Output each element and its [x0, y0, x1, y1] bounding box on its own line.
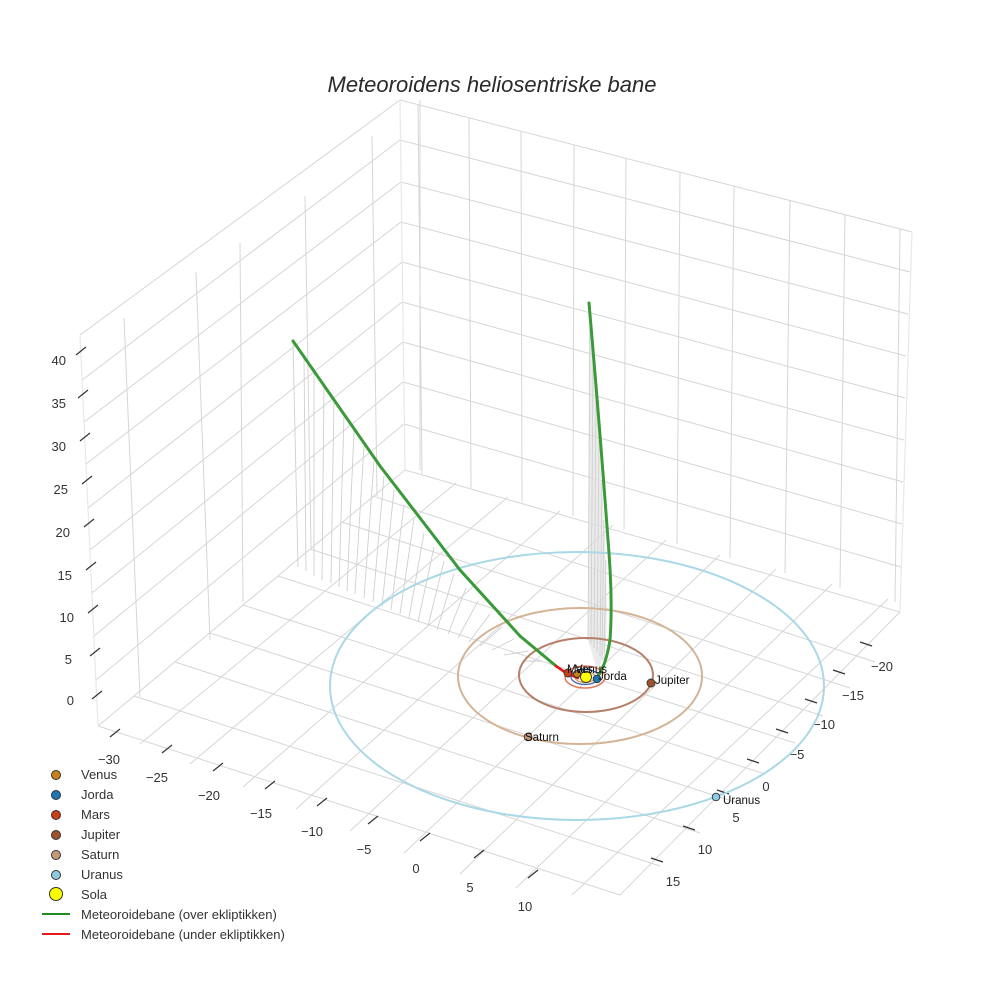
- drop-lines-inbound: [292, 341, 542, 662]
- legend-item-trajectory-under[interactable]: Meteoroidebane (under ekliptikken): [40, 924, 285, 944]
- svg-text:35: 35: [52, 396, 66, 411]
- uranus-marker: [711, 792, 721, 802]
- svg-text:5: 5: [65, 652, 72, 667]
- legend-item-uranus[interactable]: Uranus: [40, 864, 285, 884]
- legend-item-jorda[interactable]: Jorda: [40, 784, 285, 804]
- legend-item-mars[interactable]: Mars: [40, 804, 285, 824]
- legend: Venus Jorda Mars Jupiter Saturn Uranus S…: [40, 764, 285, 944]
- svg-text:10: 10: [518, 899, 532, 914]
- svg-text:−20: −20: [871, 659, 893, 674]
- jupiter-marker: [646, 678, 656, 688]
- svg-text:5: 5: [466, 880, 473, 895]
- legend-item-trajectory-over[interactable]: Meteoroidebane (over ekliptikken): [40, 904, 285, 924]
- svg-text:Jorda: Jorda: [598, 671, 627, 683]
- planet-labels: Mars Venus Jorda Jupiter Saturn Uranus: [525, 664, 760, 807]
- legend-item-sola[interactable]: Sola: [40, 884, 285, 904]
- venus-marker-icon: [40, 764, 80, 784]
- jupiter-orbit: [518, 637, 654, 713]
- mars-orbit: [564, 665, 606, 689]
- jupiter-marker-icon: [40, 824, 80, 844]
- svg-text:15: 15: [58, 568, 72, 583]
- svg-text:15: 15: [666, 874, 680, 889]
- meteoroid-trajectory: [291, 301, 613, 680]
- box-edges: [79, 99, 913, 727]
- svg-text:5: 5: [732, 810, 739, 825]
- svg-text:−25: −25: [146, 770, 168, 785]
- uranus-marker-icon: [40, 864, 80, 884]
- svg-text:−20: −20: [198, 788, 220, 803]
- x-axis-ticks: [109, 728, 539, 879]
- x-axis-tick-labels: −30 −25 −20 −15 −10 −5 0 5 10: [98, 752, 532, 914]
- drop-lines-outbound: [587, 303, 607, 672]
- mars-marker-icon: [40, 804, 80, 824]
- uranus-orbit: [329, 551, 825, 821]
- mars-marker: [563, 668, 573, 678]
- svg-text:Jupiter: Jupiter: [655, 675, 690, 687]
- svg-text:20: 20: [56, 525, 70, 540]
- svg-text:−10: −10: [813, 717, 835, 732]
- svg-text:Saturn: Saturn: [525, 732, 559, 744]
- svg-text:10: 10: [60, 610, 74, 625]
- chart-title: Meteoroidens heliosentriske bane: [327, 72, 657, 97]
- sun-marker-icon: [40, 884, 80, 904]
- svg-text:0: 0: [762, 779, 769, 794]
- svg-text:−5: −5: [357, 842, 372, 857]
- trajectory-over-ecliptic-inbound: [291, 339, 558, 668]
- planet-orbits: [329, 551, 825, 821]
- back-wall-grid: [399, 99, 913, 603]
- saturn-orbit: [457, 607, 703, 745]
- planets: [523, 668, 721, 802]
- svg-text:10: 10: [698, 842, 712, 857]
- jorda-marker-icon: [40, 784, 80, 804]
- svg-text:Mars: Mars: [567, 664, 593, 676]
- z-axis-ticks: [75, 346, 103, 700]
- green-line-icon: [40, 904, 80, 924]
- svg-text:0: 0: [412, 861, 419, 876]
- z-axis-tick-labels: 40 35 30 25 20 15 10 5 0: [52, 353, 74, 708]
- sun-marker: [580, 671, 592, 683]
- svg-text:Uranus: Uranus: [723, 795, 760, 807]
- earth-marker: [592, 674, 602, 684]
- legend-item-saturn[interactable]: Saturn: [40, 844, 285, 864]
- svg-text:−15: −15: [842, 688, 864, 703]
- svg-text:−15: −15: [250, 806, 272, 821]
- saturn-marker: [523, 732, 533, 742]
- svg-text:30: 30: [52, 439, 66, 454]
- svg-text:Venus: Venus: [575, 664, 607, 676]
- svg-text:0: 0: [67, 693, 74, 708]
- legend-item-venus[interactable]: Venus: [40, 764, 285, 784]
- trajectory-over-ecliptic-outbound: [587, 301, 613, 678]
- svg-text:−5: −5: [790, 747, 805, 762]
- svg-text:−10: −10: [301, 824, 323, 839]
- venus-marker: [573, 670, 581, 678]
- svg-text:25: 25: [54, 482, 68, 497]
- saturn-marker-icon: [40, 844, 80, 864]
- svg-text:40: 40: [52, 353, 66, 368]
- red-line-icon: [40, 924, 80, 944]
- y-axis-tick-labels: −20 −15 −10 −5 0 5 10 15: [666, 659, 893, 889]
- legend-item-jupiter[interactable]: Jupiter: [40, 824, 285, 844]
- svg-text:−30: −30: [98, 752, 120, 767]
